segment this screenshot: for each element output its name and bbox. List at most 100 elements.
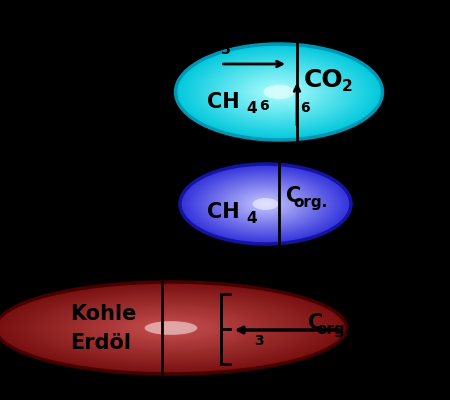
Ellipse shape <box>29 291 313 365</box>
Ellipse shape <box>137 319 205 337</box>
Ellipse shape <box>96 308 246 348</box>
Ellipse shape <box>194 52 364 132</box>
Ellipse shape <box>246 195 285 213</box>
Ellipse shape <box>204 57 354 127</box>
Ellipse shape <box>260 201 271 207</box>
Ellipse shape <box>221 183 310 225</box>
Ellipse shape <box>7 285 335 371</box>
Ellipse shape <box>241 74 317 110</box>
Ellipse shape <box>122 315 220 341</box>
Ellipse shape <box>216 181 315 227</box>
Ellipse shape <box>38 293 304 363</box>
Ellipse shape <box>70 302 272 354</box>
Ellipse shape <box>259 201 272 207</box>
Ellipse shape <box>73 302 269 354</box>
Ellipse shape <box>220 183 311 225</box>
Text: 4: 4 <box>246 211 257 226</box>
Ellipse shape <box>276 91 282 93</box>
Ellipse shape <box>63 300 279 356</box>
Ellipse shape <box>205 176 326 232</box>
Ellipse shape <box>189 168 342 240</box>
Ellipse shape <box>69 301 273 355</box>
Ellipse shape <box>219 64 339 120</box>
Ellipse shape <box>231 188 300 220</box>
Ellipse shape <box>12 286 330 370</box>
Ellipse shape <box>105 311 237 345</box>
Ellipse shape <box>144 321 198 335</box>
Ellipse shape <box>217 181 314 227</box>
Ellipse shape <box>199 173 332 235</box>
Ellipse shape <box>180 46 378 138</box>
Ellipse shape <box>246 195 285 213</box>
Ellipse shape <box>230 187 302 221</box>
Ellipse shape <box>258 82 300 102</box>
Ellipse shape <box>27 290 315 366</box>
Ellipse shape <box>228 186 303 222</box>
Ellipse shape <box>257 82 301 102</box>
Ellipse shape <box>195 171 336 237</box>
Ellipse shape <box>229 69 329 115</box>
Ellipse shape <box>126 316 216 340</box>
Ellipse shape <box>191 169 340 239</box>
Ellipse shape <box>208 177 323 231</box>
Ellipse shape <box>212 61 346 123</box>
Ellipse shape <box>0 283 342 373</box>
Ellipse shape <box>212 61 346 123</box>
Ellipse shape <box>215 62 343 122</box>
Ellipse shape <box>3 284 339 372</box>
Ellipse shape <box>44 294 298 362</box>
Ellipse shape <box>263 85 295 99</box>
Ellipse shape <box>262 84 296 100</box>
Ellipse shape <box>208 177 323 231</box>
Ellipse shape <box>165 326 177 330</box>
Ellipse shape <box>52 297 290 359</box>
Ellipse shape <box>186 167 345 241</box>
Ellipse shape <box>212 179 320 229</box>
Ellipse shape <box>277 91 281 93</box>
Ellipse shape <box>229 187 302 221</box>
Ellipse shape <box>209 60 349 124</box>
Ellipse shape <box>254 80 304 104</box>
Ellipse shape <box>72 302 270 354</box>
Ellipse shape <box>55 298 287 358</box>
Ellipse shape <box>76 303 266 353</box>
Ellipse shape <box>192 170 339 238</box>
Ellipse shape <box>99 309 243 347</box>
Ellipse shape <box>238 191 293 217</box>
Ellipse shape <box>250 196 281 212</box>
Ellipse shape <box>128 317 214 339</box>
Ellipse shape <box>11 286 331 370</box>
Ellipse shape <box>274 90 284 94</box>
Ellipse shape <box>247 77 311 107</box>
Ellipse shape <box>195 53 363 131</box>
Ellipse shape <box>256 81 302 103</box>
Ellipse shape <box>253 80 305 104</box>
Ellipse shape <box>212 179 319 229</box>
Ellipse shape <box>225 67 333 117</box>
Ellipse shape <box>214 180 317 228</box>
Text: org.: org. <box>316 322 351 337</box>
Ellipse shape <box>198 172 333 236</box>
Ellipse shape <box>204 175 327 233</box>
Ellipse shape <box>220 65 338 119</box>
Ellipse shape <box>237 72 321 112</box>
Ellipse shape <box>275 90 283 94</box>
Ellipse shape <box>180 46 378 138</box>
Ellipse shape <box>192 52 366 132</box>
Ellipse shape <box>120 314 222 342</box>
Ellipse shape <box>149 322 193 334</box>
Ellipse shape <box>111 312 231 344</box>
Ellipse shape <box>209 59 349 125</box>
Ellipse shape <box>68 301 274 355</box>
Ellipse shape <box>266 86 292 98</box>
Ellipse shape <box>226 68 332 116</box>
Ellipse shape <box>255 199 276 209</box>
Ellipse shape <box>196 172 335 236</box>
Ellipse shape <box>101 310 241 346</box>
Ellipse shape <box>39 293 303 363</box>
Ellipse shape <box>213 61 345 123</box>
Ellipse shape <box>259 83 299 101</box>
Ellipse shape <box>9 286 333 370</box>
Ellipse shape <box>251 197 280 211</box>
Ellipse shape <box>189 168 342 240</box>
